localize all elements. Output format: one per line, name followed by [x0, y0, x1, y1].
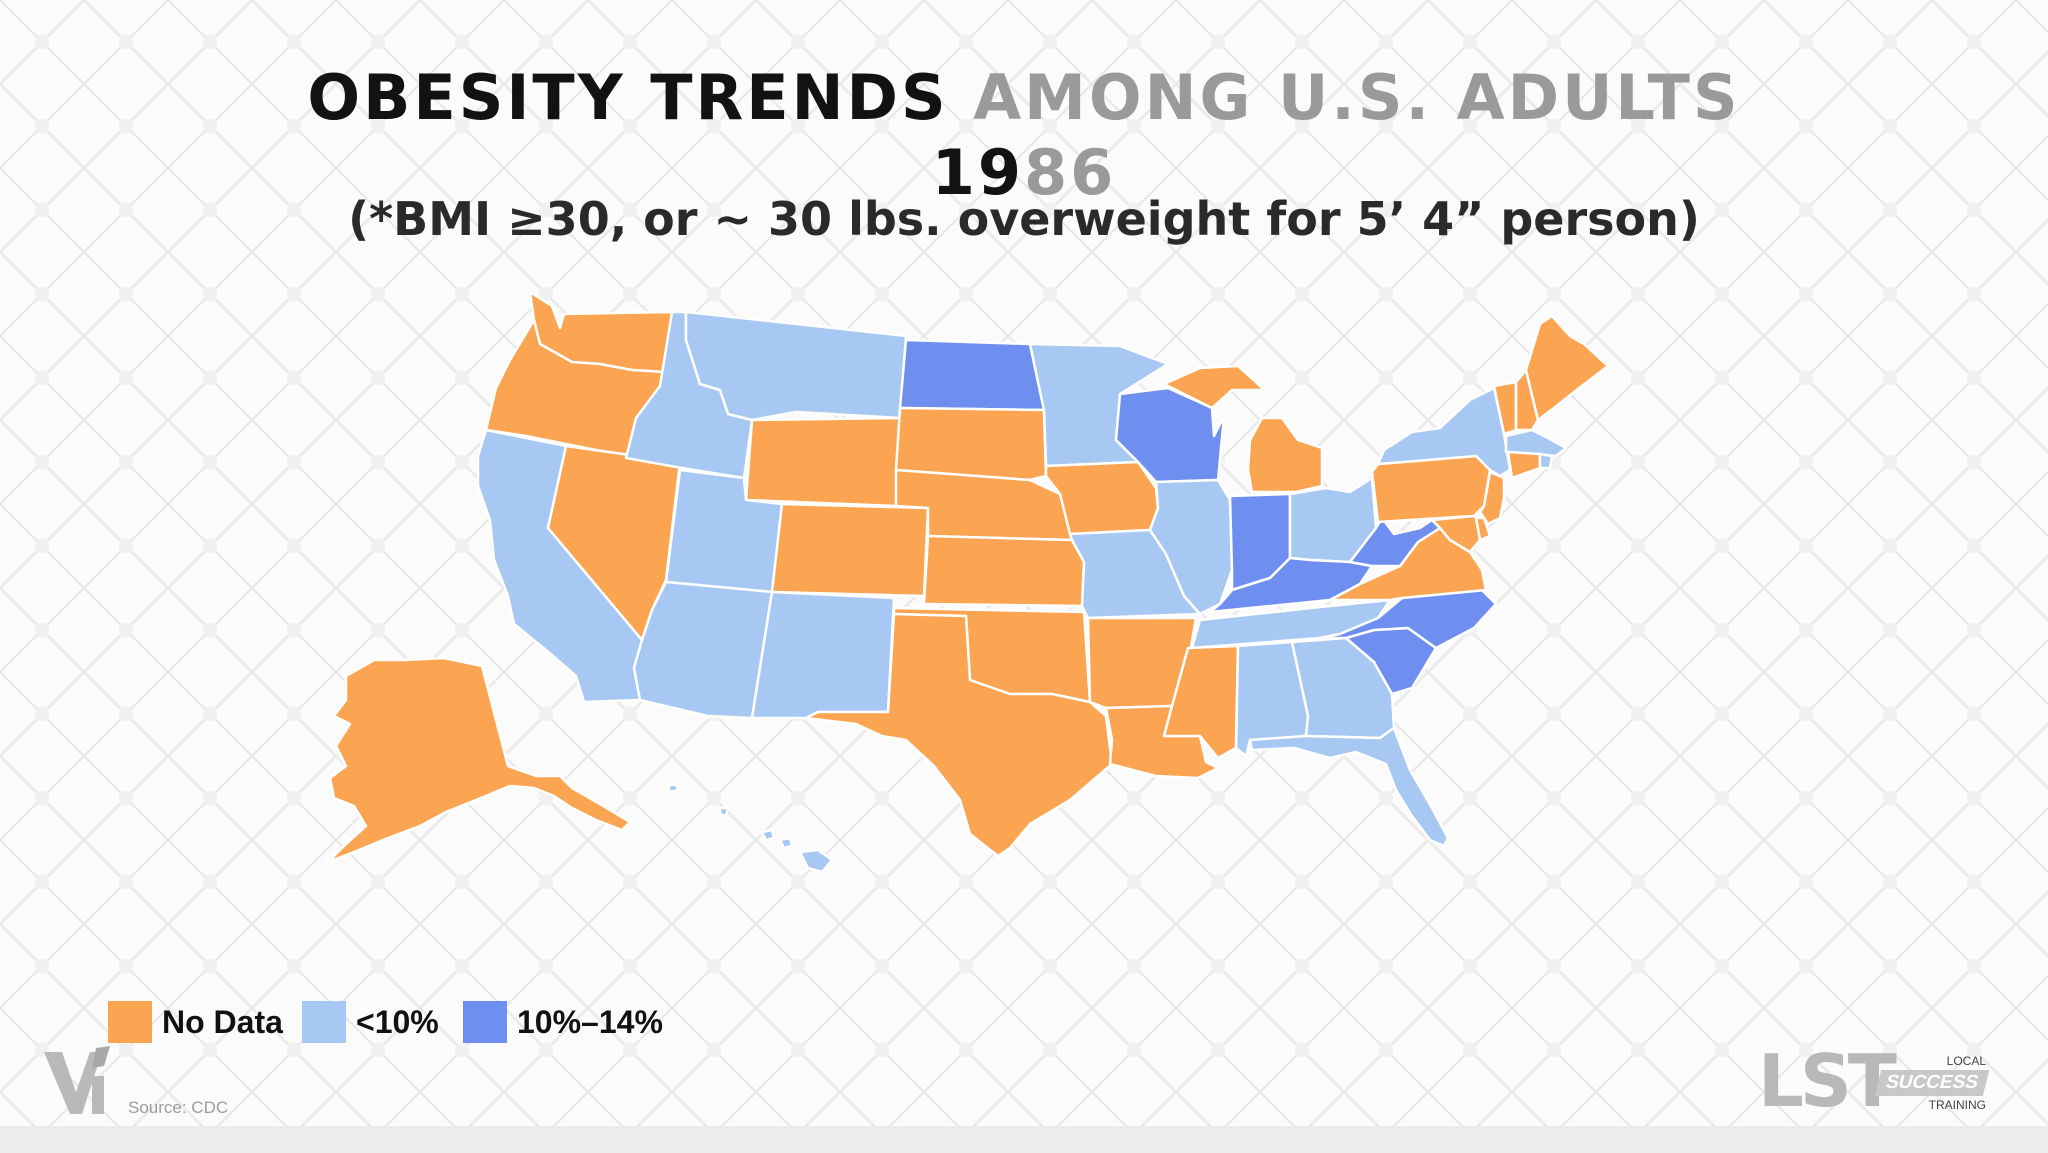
state-north-carolina	[1318, 588, 1498, 650]
state-florida	[1248, 726, 1450, 848]
lst-logo: LST LOCAL SUCCESS TRAINING	[1758, 1044, 1992, 1118]
bottom-bar	[0, 1126, 2048, 1153]
state-illinois	[1148, 478, 1234, 616]
legend-label: <10%	[356, 1003, 439, 1040]
state-north-dakota	[898, 338, 1046, 412]
source-credit: Source: CDC	[128, 1098, 229, 1117]
legend-item-no-data: No Data	[108, 1000, 283, 1044]
state-maine	[1524, 314, 1610, 422]
year-part-light: 86	[1024, 136, 1117, 209]
state-new-jersey	[1478, 470, 1506, 526]
year-part-dark: 19	[931, 136, 1024, 209]
legend-label: 10%–14%	[517, 1003, 663, 1040]
legend-item-under-10: <10%	[302, 1000, 439, 1044]
lst-logo-letters: LST	[1758, 1039, 1897, 1123]
lst-logo-success: SUCCESS	[1874, 1070, 1990, 1096]
state-south-dakota	[894, 406, 1048, 482]
vi-logo	[44, 1046, 110, 1114]
state-maryland	[1430, 514, 1482, 554]
page-title: OBESITY TRENDS AMONG U.S. ADULTS	[0, 62, 2048, 134]
legend-swatch	[108, 1001, 152, 1043]
state-rhode-island	[1538, 452, 1554, 470]
year-title: 1986	[0, 138, 2048, 208]
state-pennsylvania	[1370, 454, 1492, 524]
state-kansas	[922, 534, 1086, 608]
state-new-mexico	[750, 590, 896, 720]
state-colorado	[770, 502, 930, 598]
title-part-light: AMONG U.S. ADULTS	[973, 61, 1741, 134]
legend-swatch	[302, 1001, 346, 1043]
state-alaska	[326, 656, 632, 864]
lst-logo-training: TRAINING	[1928, 1098, 1986, 1112]
state-new-hampshire	[1514, 368, 1540, 432]
state-texas	[804, 612, 1114, 858]
title-part-dark: OBESITY TRENDS	[307, 61, 974, 134]
state-arizona	[632, 580, 774, 720]
state-connecticut	[1506, 450, 1542, 480]
state-michigan	[1162, 364, 1324, 494]
legend-swatch	[463, 1001, 507, 1043]
state-wyoming	[744, 416, 902, 508]
lst-logo-local: LOCAL	[1946, 1054, 1986, 1068]
legend-item-10-14: 10%–14%	[463, 1000, 663, 1044]
state-hawaii	[666, 782, 834, 874]
legend-label: No Data	[162, 1003, 283, 1040]
state-massachusetts	[1504, 428, 1568, 458]
subtitle: (*BMI ≥30, or ~ 30 lbs. overweight for 5…	[348, 192, 1700, 246]
